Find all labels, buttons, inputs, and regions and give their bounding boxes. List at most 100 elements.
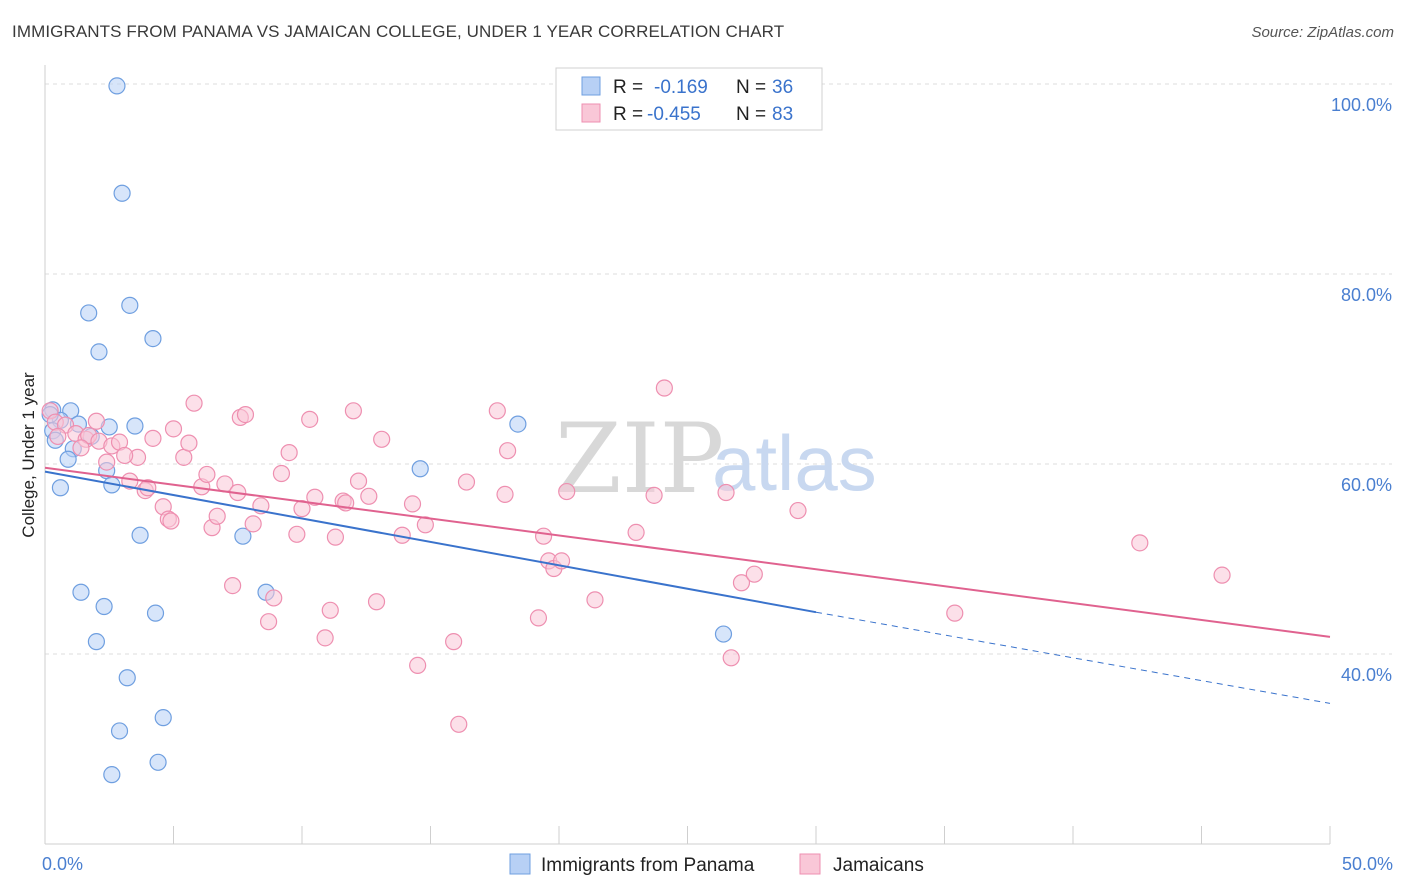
point-jamaicans [416, 516, 434, 534]
points-layer [41, 77, 1231, 784]
point-panama [146, 604, 165, 622]
point-jamaicans [1213, 566, 1231, 584]
watermark-zip: ZIP [555, 403, 724, 515]
point-jamaicans [224, 576, 242, 595]
point-jamaicans [645, 486, 663, 504]
point-jamaicans [534, 527, 553, 545]
axis-layer: 100.0% 80.0% 60.0% 40.0% 0.0% 50.0% [42, 65, 1393, 874]
point-jamaicans [87, 412, 106, 430]
point-panama [113, 184, 131, 202]
point-jamaicans [121, 472, 139, 490]
chart-source: Source: ZipAtlas.com [1251, 24, 1394, 41]
grid-layer [45, 83, 1392, 655]
point-panama [80, 304, 98, 322]
point-panama [714, 625, 733, 643]
legend-n-label-panama: N = [736, 77, 766, 98]
legend-swatch-panama [581, 76, 601, 96]
point-jamaicans [49, 427, 67, 446]
point-panama [144, 330, 162, 348]
series-legend-swatch-panama [509, 853, 531, 875]
point-jamaicans [244, 515, 262, 533]
point-jamaicans [280, 444, 298, 462]
point-jamaicans [321, 601, 339, 619]
point-jamaicans [72, 439, 90, 457]
point-jamaicans [1131, 534, 1149, 552]
legend-n-value-panama: 36 [772, 77, 793, 98]
point-jamaicans [180, 434, 198, 452]
legend-swatch-jamaicans [581, 103, 601, 123]
point-jamaicans [558, 482, 576, 501]
y-axis-title: College, Under 1 year [19, 372, 38, 538]
point-jamaicans [367, 593, 386, 611]
y-tick-label: 40.0% [1341, 665, 1392, 685]
point-jamaicans [946, 604, 964, 622]
point-panama [87, 633, 106, 651]
point-panama [110, 722, 129, 740]
point-jamaicans [450, 715, 468, 733]
correlation-legend: R = -0.169 N = 36 R = -0.455 N = 83 [555, 67, 823, 131]
point-jamaicans [116, 446, 134, 465]
series-legend: Immigrants from Panama Jamaicans [509, 853, 924, 876]
trend-layer [44, 466, 1331, 704]
point-jamaicans [488, 402, 506, 420]
point-jamaicans [745, 565, 763, 583]
trendline-panama [44, 470, 817, 614]
point-jamaicans [627, 523, 645, 542]
point-panama [121, 296, 139, 314]
point-jamaicans [457, 473, 476, 491]
series-legend-label-jamaicans: Jamaicans [833, 855, 924, 876]
x-tick-label: 0.0% [42, 854, 83, 874]
y-tick-label: 60.0% [1341, 475, 1392, 495]
watermark-atlas: atlas [712, 419, 877, 507]
series-legend-label-panama: Immigrants from Panama [541, 855, 755, 876]
y-tick-label: 80.0% [1341, 285, 1392, 305]
legend-n-value-jamaicans: 83 [772, 104, 793, 125]
point-jamaicans [162, 512, 180, 530]
point-panama [90, 343, 108, 361]
point-jamaicans [265, 589, 283, 607]
legend-r-value-jamaicans: -0.455 [647, 104, 701, 125]
point-panama [126, 417, 144, 435]
point-jamaicans [499, 442, 517, 460]
point-jamaicans [198, 465, 216, 484]
point-jamaicans [445, 633, 463, 651]
point-panama [131, 526, 149, 544]
point-jamaicans [586, 591, 604, 609]
point-panama [411, 460, 429, 478]
point-jamaicans [403, 495, 422, 513]
point-jamaicans [144, 429, 162, 447]
x-tick-label: 50.0% [1342, 854, 1393, 874]
point-jamaicans [259, 613, 278, 631]
trendline-jamaicans [44, 466, 1331, 638]
point-jamaicans [306, 488, 324, 506]
point-jamaicans [164, 420, 183, 438]
point-jamaicans [722, 649, 740, 667]
point-panama [108, 77, 126, 95]
point-jamaicans [272, 464, 291, 483]
watermark: ZIP atlas [555, 403, 877, 515]
legend-r-label-jamaicans: R = [613, 104, 643, 125]
point-jamaicans [529, 609, 548, 627]
point-jamaicans [409, 656, 427, 675]
point-panama [103, 766, 121, 784]
point-panama [72, 583, 90, 601]
point-jamaicans [236, 406, 255, 424]
point-panama [509, 415, 527, 433]
series-legend-swatch-jamaicans [799, 853, 821, 875]
point-jamaicans [496, 485, 514, 503]
point-panama [154, 709, 172, 727]
point-jamaicans [732, 574, 751, 592]
y-tick-label: 100.0% [1331, 95, 1392, 115]
point-panama [59, 450, 77, 468]
point-jamaicans [175, 448, 193, 466]
legend-r-value-panama: -0.169 [654, 77, 708, 98]
point-jamaicans [349, 472, 368, 490]
point-jamaicans [208, 507, 226, 525]
point-jamaicans [789, 501, 807, 520]
point-jamaicans [717, 483, 735, 502]
point-panama [95, 597, 113, 616]
point-jamaicans [316, 629, 334, 647]
point-jamaicans [185, 394, 203, 412]
point-panama [234, 527, 252, 545]
